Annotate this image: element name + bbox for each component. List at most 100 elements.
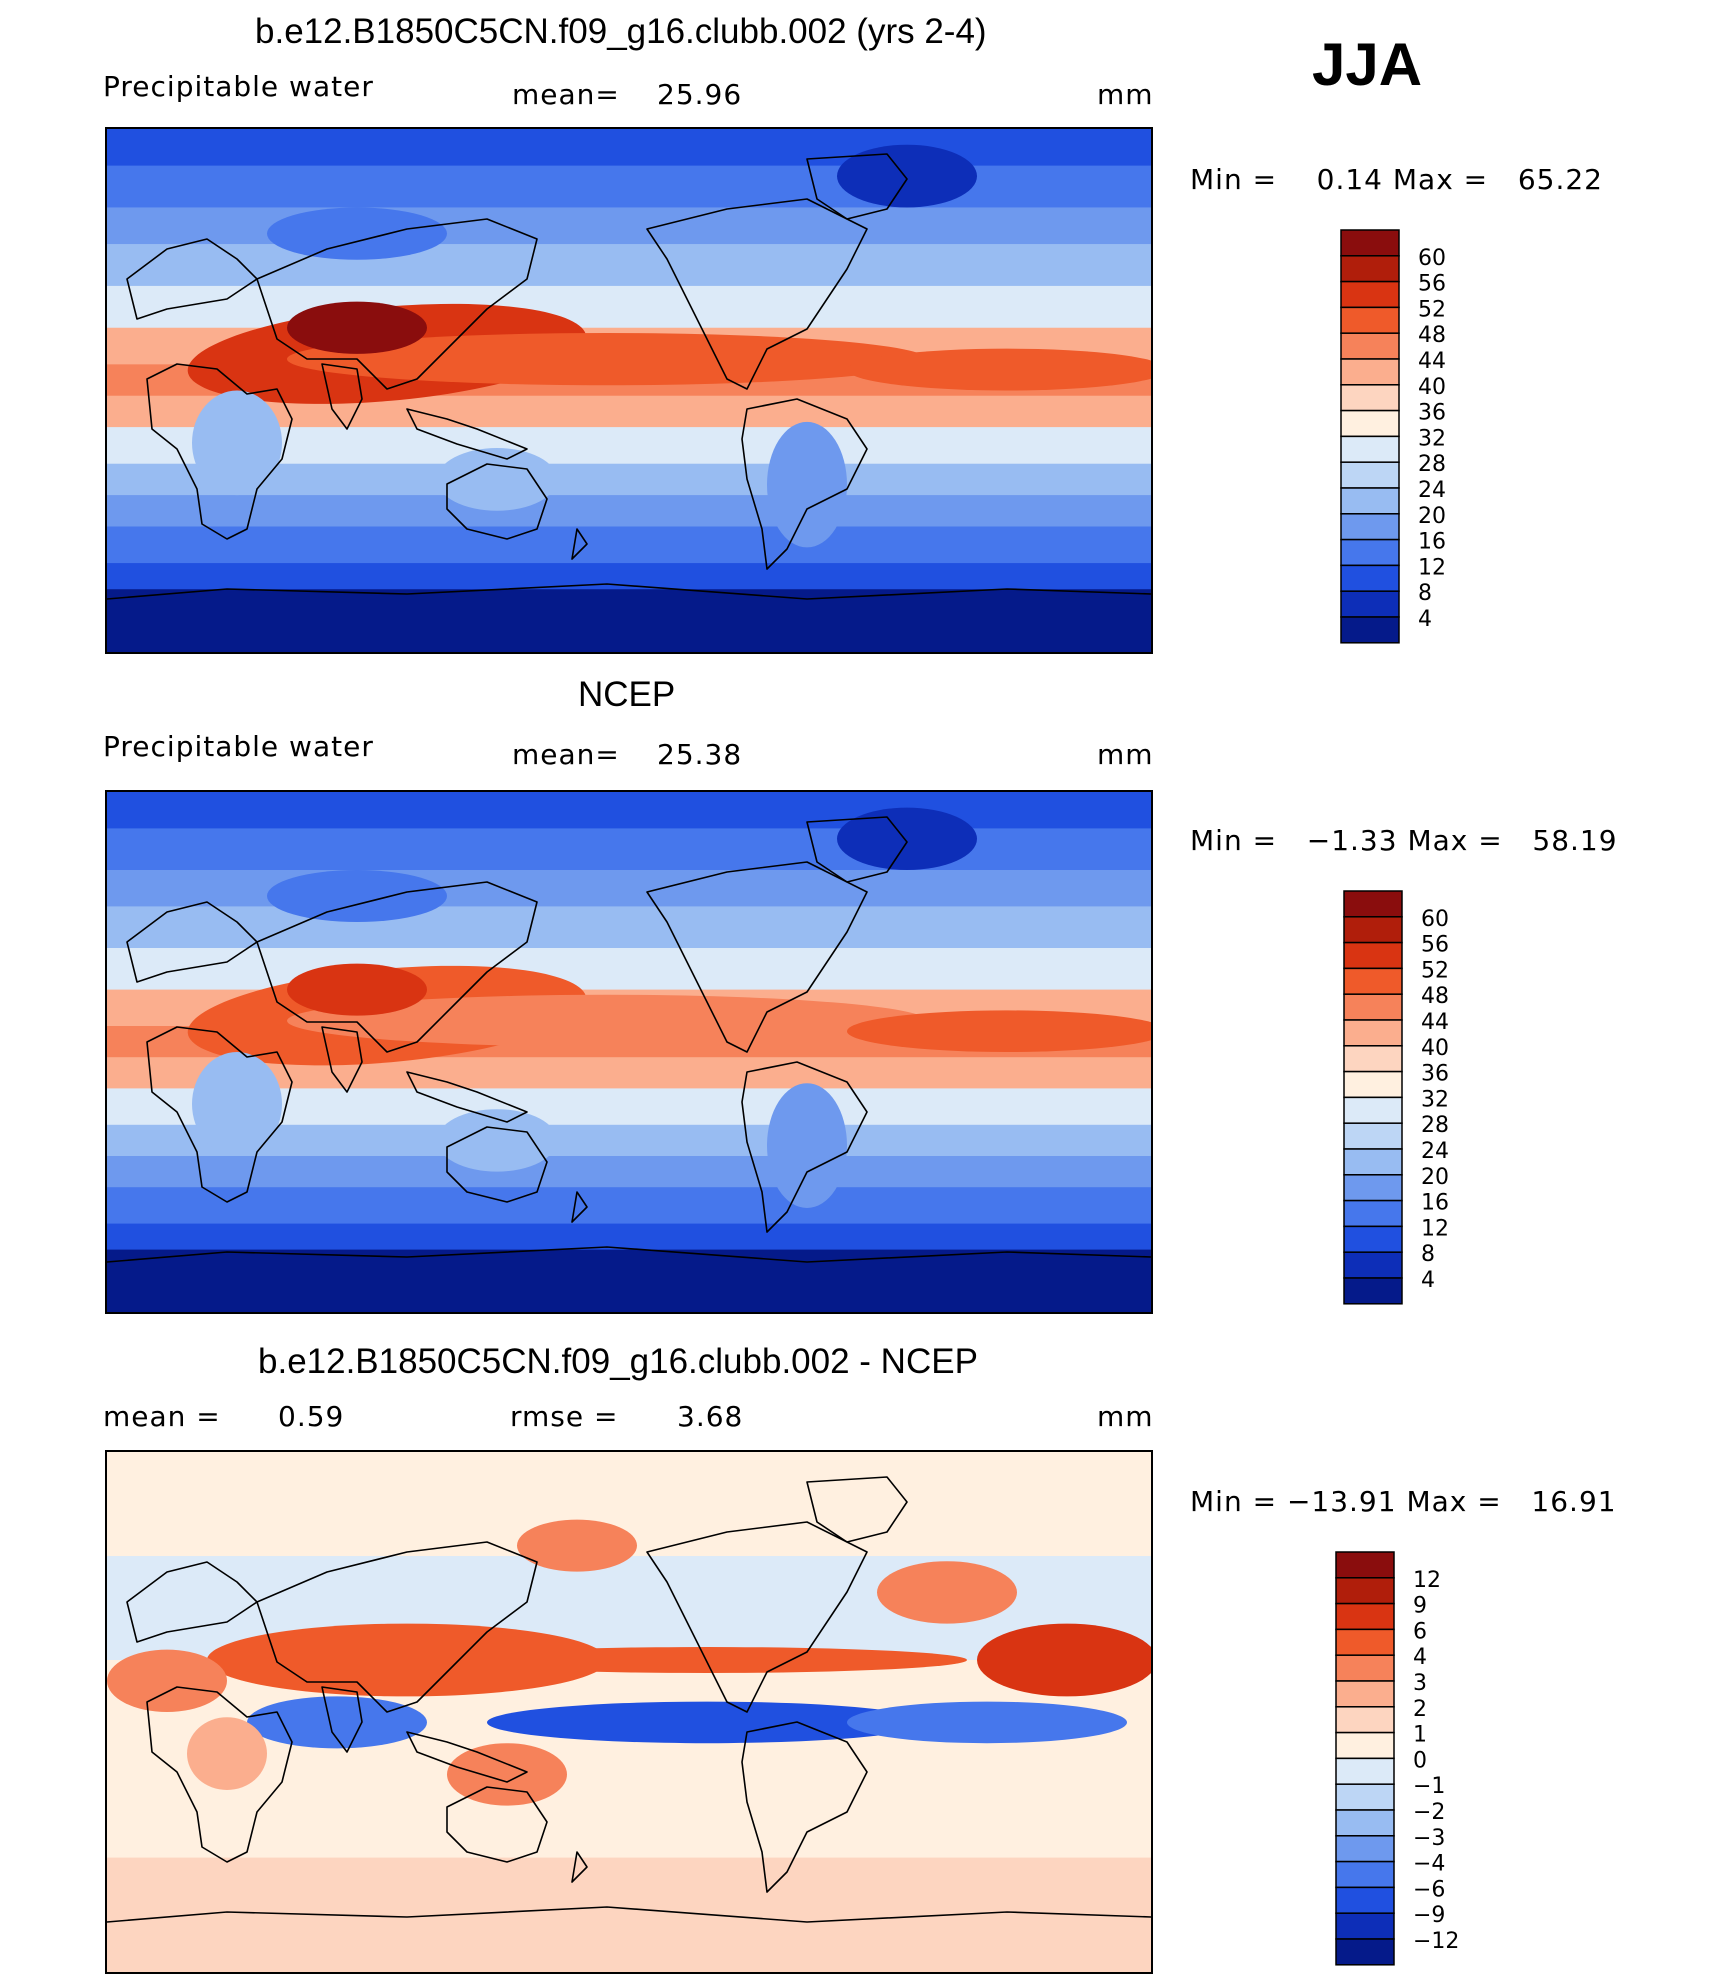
- colorbar-tick-label: 28: [1418, 452, 1446, 477]
- colorbar-tick-label: −4: [1413, 1852, 1445, 1877]
- ncep-map: [105, 790, 1153, 1314]
- mean-value: 25.96: [657, 78, 743, 111]
- colorbar-tick-label: −6: [1413, 1877, 1445, 1902]
- colorbar-box: [1340, 513, 1400, 541]
- colorbar-box: [1340, 384, 1400, 412]
- colorbar-tick-label: 40: [1418, 375, 1446, 400]
- colorbar-tick-label: 8: [1418, 581, 1432, 606]
- colorbar-box: [1343, 916, 1403, 944]
- coastline-outline: [107, 1476, 1151, 1923]
- colorbar-tick-label: 0: [1413, 1748, 1427, 1773]
- difference-map: [105, 1450, 1153, 1974]
- model-field-svg: [107, 129, 1151, 652]
- colorbar-model: 60 56 52 48 44 40 36 32 28 24 20 16 12 8 4: [1340, 229, 1500, 644]
- colorbar-tick-label: 60: [1418, 246, 1446, 271]
- colorbar-tick-label: 52: [1418, 297, 1446, 322]
- colorbar-box: [1335, 1706, 1395, 1734]
- units-label: mm: [1097, 78, 1154, 111]
- units-label: mm: [1097, 738, 1154, 771]
- colorbar-tick-label: 44: [1421, 1010, 1449, 1035]
- colorbar-box: [1335, 1628, 1395, 1656]
- colorbar-tick-label: 32: [1418, 426, 1446, 451]
- colorbar-tick-label: −2: [1413, 1800, 1445, 1825]
- colorbar-box: [1335, 1680, 1395, 1708]
- colorbar-box: [1343, 1096, 1403, 1124]
- colorbar-box: [1343, 1045, 1403, 1073]
- mean-value: 25.38: [657, 738, 743, 771]
- colorbar-box: [1343, 1225, 1403, 1253]
- colorbar-tick-label: 48: [1421, 984, 1449, 1009]
- colorbar-tick-label: 12: [1421, 1216, 1449, 1241]
- mean-label: mean=: [512, 738, 620, 771]
- colorbar-tick-label: 56: [1418, 272, 1446, 297]
- min-max-label: Min = −1.33 Max = 58.19: [1190, 824, 1618, 857]
- panel-title: b.e12.B1850C5CN.f09_g16.clubb.002 - NCEP: [258, 1342, 978, 1381]
- colorbar-box: [1343, 1148, 1403, 1176]
- variable-label: Precipitable water: [103, 70, 374, 103]
- colorbar-box: [1340, 332, 1400, 360]
- colorbar-tick-label: 16: [1421, 1191, 1449, 1216]
- colorbar-box: [1340, 280, 1400, 309]
- colorbar-tick-label: 36: [1418, 401, 1446, 426]
- mean-label: mean=: [512, 78, 620, 111]
- colorbar-tick-label: 8: [1421, 1242, 1435, 1267]
- season-label: JJA: [1312, 31, 1423, 98]
- colorbar-box: [1335, 1577, 1395, 1605]
- colorbar-tick-label: 60: [1421, 907, 1449, 932]
- colorbar-tick-label: 16: [1418, 530, 1446, 555]
- difference-field-svg: [107, 1452, 1151, 1972]
- colorbar-box: [1335, 1886, 1395, 1914]
- colorbar-box: [1335, 1860, 1395, 1889]
- colorbar-tick-label: −3: [1413, 1826, 1445, 1851]
- colorbar-tick-label: 12: [1413, 1568, 1441, 1593]
- colorbar-tick-label: 32: [1421, 1087, 1449, 1112]
- colorbar-tick-label: 40: [1421, 1036, 1449, 1061]
- units-label: mm: [1097, 1400, 1154, 1433]
- colorbar-tick-label: 52: [1421, 958, 1449, 983]
- variable-label: Precipitable water: [103, 730, 374, 763]
- colorbar-box: [1340, 616, 1400, 644]
- colorbar-box: [1343, 1174, 1403, 1202]
- rmse-label: rmse =: [510, 1400, 619, 1433]
- colorbar-tick-label: 20: [1421, 1165, 1449, 1190]
- colorbar-tick-label: 4: [1413, 1645, 1427, 1670]
- colorbar-tick-label: 6: [1413, 1619, 1427, 1644]
- colorbar-tick-label: 48: [1418, 323, 1446, 348]
- colorbar-tick-label: 9: [1413, 1594, 1427, 1619]
- colorbar-tick-label: −12: [1413, 1929, 1459, 1954]
- colorbar-box: [1343, 1070, 1403, 1099]
- colorbar-ncep: 60 56 52 48 44 40 36 32 28 24 20 16 12 8 4: [1343, 890, 1503, 1305]
- ncep-field-svg: [107, 792, 1151, 1312]
- colorbar-tick-label: 4: [1418, 607, 1432, 632]
- colorbar-box: [1335, 1912, 1395, 1940]
- colorbar-tick-label: 12: [1418, 555, 1446, 580]
- colorbar-box: [1340, 564, 1400, 592]
- colorbar-box: [1335, 1835, 1395, 1863]
- coastline-outline: [107, 816, 1151, 1263]
- colorbar-box: [1343, 1199, 1403, 1228]
- colorbar-tick-label: 36: [1421, 1062, 1449, 1087]
- colorbar-box: [1335, 1602, 1395, 1631]
- colorbar-tick-label: −9: [1413, 1903, 1445, 1928]
- colorbar-tick-label: 1: [1413, 1723, 1427, 1748]
- colorbar-box: [1343, 967, 1403, 995]
- colorbar-tick-label: 2: [1413, 1697, 1427, 1722]
- colorbar-tick-label: −1: [1413, 1774, 1445, 1799]
- model-map: [105, 127, 1153, 654]
- colorbar-box: [1340, 255, 1400, 283]
- min-max-label: Min = −13.91 Max = 16.91: [1190, 1485, 1617, 1518]
- panel-title: NCEP: [578, 675, 676, 714]
- colorbar-tick-label: 3: [1413, 1671, 1427, 1696]
- colorbar-box: [1340, 435, 1400, 463]
- colorbar-tick-label: 24: [1421, 1139, 1449, 1164]
- colorbar-box: [1340, 461, 1400, 489]
- colorbar-box: [1335, 1654, 1395, 1682]
- colorbar-box: [1343, 1019, 1403, 1047]
- colorbar-tick-label: 56: [1421, 933, 1449, 958]
- colorbar-box: [1343, 1277, 1403, 1305]
- colorbar-box: [1343, 1251, 1403, 1279]
- mean-value: 0.59: [278, 1400, 345, 1433]
- min-max-label: Min = 0.14 Max = 65.22: [1190, 163, 1603, 196]
- colorbar-box: [1343, 941, 1403, 970]
- colorbar-box: [1335, 1731, 1395, 1760]
